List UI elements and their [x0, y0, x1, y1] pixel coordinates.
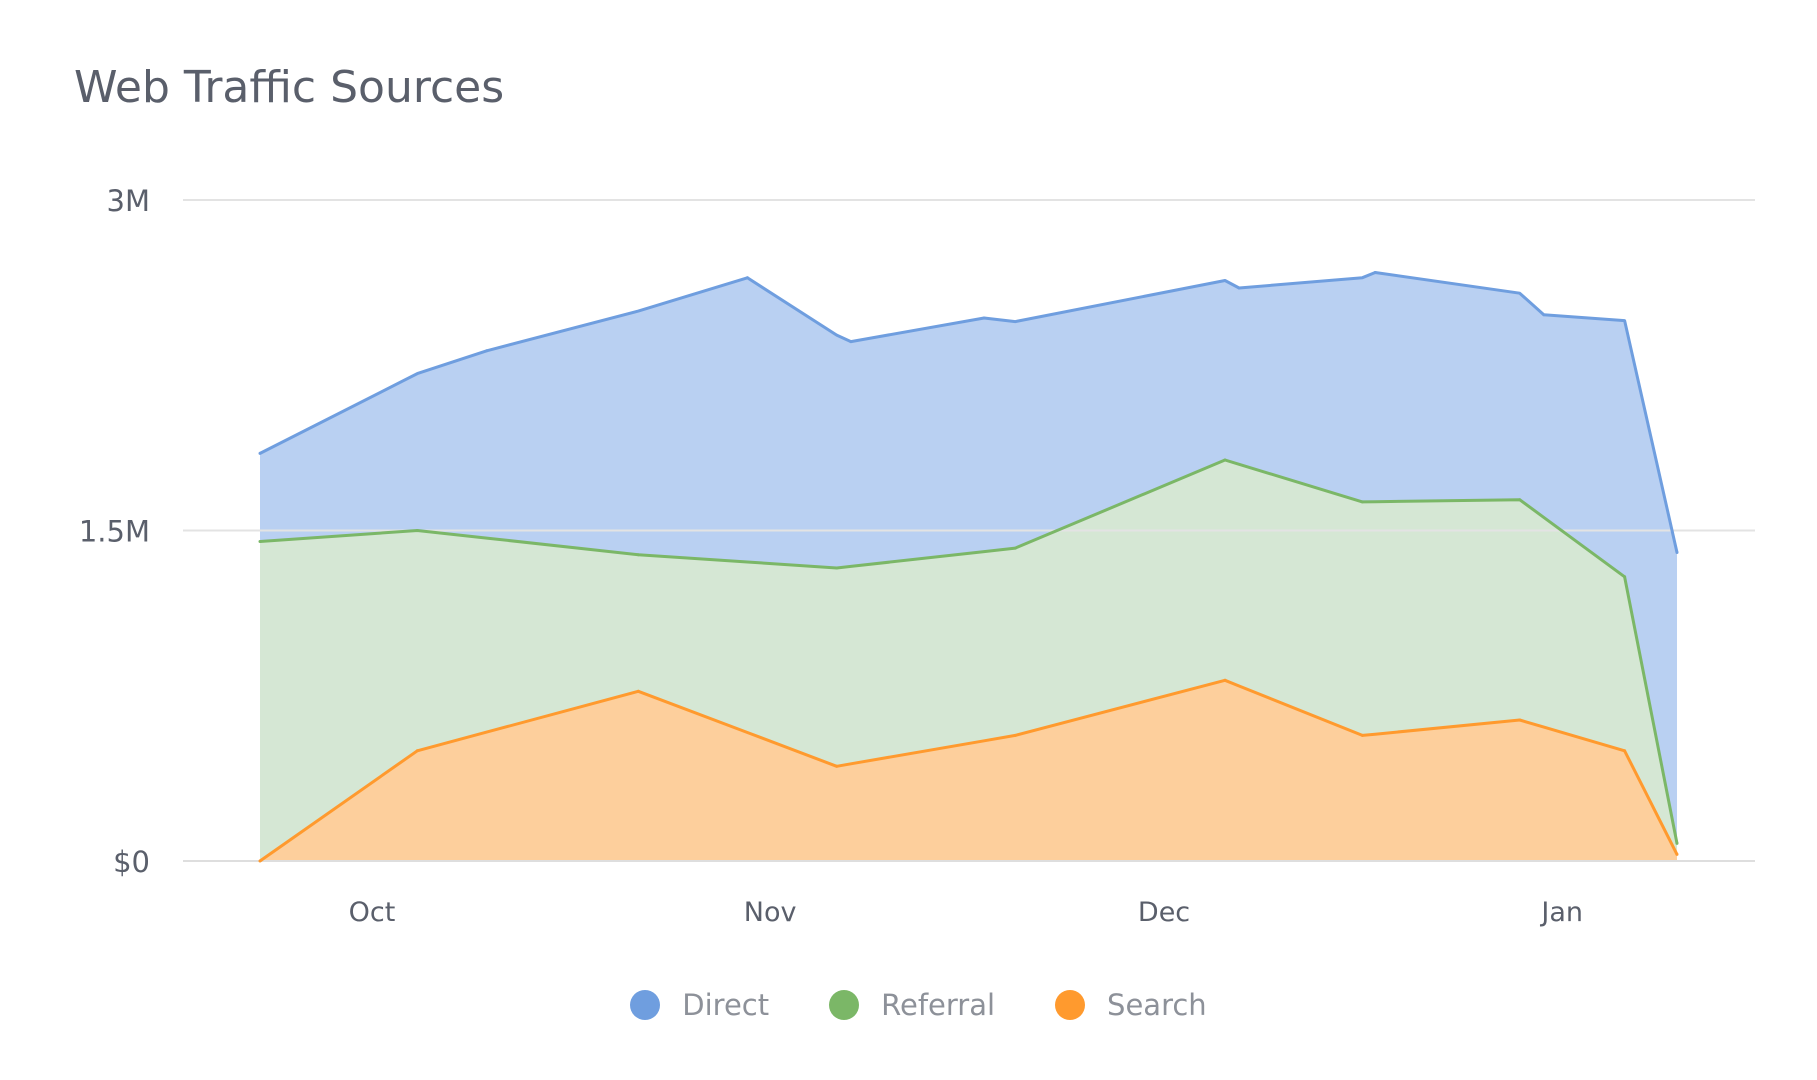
legend-dot-search [1055, 990, 1086, 1020]
x-tick-label: Oct [349, 897, 396, 928]
point-direct-5 [1237, 286, 1241, 290]
point-referral-4 [1013, 546, 1017, 550]
point-referral-8 [1623, 575, 1627, 579]
legend-label-direct: Direct [682, 988, 770, 1022]
legend-item-referral[interactable]: Referral [829, 988, 995, 1022]
x-tick-label: Jan [1539, 897, 1583, 928]
point-direct-1 [485, 349, 489, 353]
legend-label-referral: Referral [881, 988, 996, 1022]
point-direct-8 [1675, 551, 1679, 554]
x-axis: Oct Nov Dec Jan [349, 897, 1583, 928]
legend-item-direct[interactable]: Direct [630, 988, 769, 1022]
point-direct-3 [849, 340, 853, 344]
point-direct-4 [982, 316, 986, 320]
point-search-7 [1518, 718, 1522, 722]
point-search-8 [1623, 749, 1627, 753]
point-direct-6 [1373, 271, 1377, 274]
point-direct-0 [258, 451, 262, 455]
y-tick-label: 1.5M [79, 515, 150, 549]
chart-title: Web Traffic Sources [74, 62, 505, 113]
point-referral-6 [1360, 500, 1364, 504]
y-tick-label: $0 [113, 845, 150, 879]
point-referral-7 [1518, 498, 1522, 502]
legend: Direct Referral Search [0, 988, 1817, 1022]
x-tick-label: Dec [1138, 897, 1190, 928]
area-referral [260, 460, 1677, 861]
point-referral-0 [258, 540, 262, 543]
y-tick-label: 3M [107, 184, 150, 218]
point-search-9 [1675, 852, 1679, 856]
legend-label-search: Search [1107, 988, 1207, 1022]
area-direct [260, 272, 1677, 844]
point-direct-7 [1542, 313, 1546, 317]
point-search-3 [835, 764, 839, 768]
areas-layer [260, 272, 1677, 861]
legend-item-search[interactable]: Search [1055, 988, 1207, 1022]
line-direct [259, 271, 1679, 553]
point-search-1 [415, 749, 419, 753]
point-referral-2 [636, 553, 640, 557]
point-referral-9 [1675, 841, 1679, 845]
point-search-6 [1360, 733, 1364, 737]
point-referral-3 [835, 566, 839, 570]
point-referral-1 [415, 529, 419, 532]
legend-dot-referral [829, 990, 860, 1020]
point-search-0 [258, 859, 262, 863]
lines-layer [258, 271, 1679, 863]
grid-layer [183, 199, 1755, 862]
area-search [260, 680, 1677, 861]
y-axis: $0 1.5M 3M [79, 184, 150, 879]
legend-dot-direct [630, 990, 661, 1020]
x-tick-label: Nov [744, 897, 797, 928]
point-referral-5 [1223, 458, 1227, 462]
point-search-4 [1013, 733, 1017, 737]
point-direct-2 [745, 276, 749, 280]
point-search-2 [636, 689, 640, 693]
point-search-5 [1223, 678, 1227, 682]
